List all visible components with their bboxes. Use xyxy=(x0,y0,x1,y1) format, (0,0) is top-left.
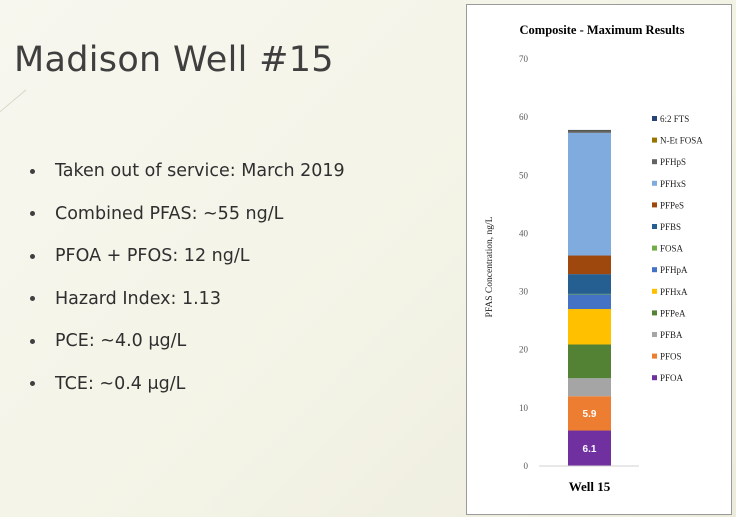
legend-label: PFOA xyxy=(660,373,684,383)
bar-segment-pfbs xyxy=(568,274,611,294)
bar-segment-pfpes xyxy=(568,255,611,275)
bar-segment-pfhpa xyxy=(568,294,611,310)
bullet-list: Taken out of service: March 2019 Combine… xyxy=(30,150,345,405)
bullet-item: PCE: ~4.0 μg/L xyxy=(30,320,345,363)
bullet-item: PFOA + PFOS: 12 ng/L xyxy=(30,235,345,278)
bar-segment-pfoa xyxy=(568,430,611,466)
bullet-dot-icon xyxy=(30,381,35,387)
y-tick-label: 50 xyxy=(519,170,529,180)
bar-segment-6-2-fts xyxy=(568,129,611,131)
legend-swatch xyxy=(652,180,657,186)
legend-label: PFHxS xyxy=(660,179,686,189)
bullet-text: PCE: ~4.0 μg/L xyxy=(55,331,187,352)
y-tick-label: 10 xyxy=(519,403,529,413)
bullet-dot-icon xyxy=(30,296,35,302)
legend-swatch xyxy=(652,332,657,337)
bar-stack: 6.1 5.9 xyxy=(568,129,611,466)
bar-segment-pfba xyxy=(568,378,611,397)
legend-label: PFBA xyxy=(660,330,683,340)
bullet-item: TCE: ~0.4 μg/L xyxy=(30,363,345,406)
decorative-line xyxy=(0,89,27,129)
legend-label: PFHpS xyxy=(660,157,686,167)
bar-segment-pfos xyxy=(568,396,611,431)
bar-segment-fosa xyxy=(568,293,611,295)
legend-swatch xyxy=(652,159,657,165)
legend-swatch xyxy=(652,288,657,294)
bullet-dot-icon xyxy=(30,338,35,344)
legend-label: PFPeA xyxy=(660,308,686,318)
legend-label: PFBS xyxy=(660,222,681,232)
y-tick-label: 30 xyxy=(519,287,529,297)
legend-swatch xyxy=(652,375,657,381)
chart-panel: Composite - Maximum Results PFAS Concent… xyxy=(466,4,732,515)
stacked-bar-chart: Composite - Maximum Results PFAS Concent… xyxy=(485,23,703,494)
x-category-label: Well 15 xyxy=(569,479,611,494)
bullet-dot-icon xyxy=(30,253,35,259)
bullet-item: Combined PFAS: ~55 ng/L xyxy=(30,193,345,236)
legend-swatch xyxy=(652,137,657,143)
legend: 6:2 FTS N-Et FOSA PFHpS PFHxS PFPeS PFBS FOSA P… xyxy=(652,114,703,383)
bullet-text: Taken out of service: March 2019 xyxy=(55,161,345,182)
legend-label: PFOS xyxy=(660,352,682,362)
bullet-item: Taken out of service: March 2019 xyxy=(30,150,345,193)
data-label: 6.1 xyxy=(583,444,597,455)
bullet-item: Hazard Index: 1.13 xyxy=(30,278,345,321)
bullet-text: Hazard Index: 1.13 xyxy=(55,288,221,309)
legend-swatch xyxy=(652,267,657,273)
legend-label: FOSA xyxy=(660,244,684,254)
bullet-dot-icon xyxy=(30,211,35,217)
y-tick-label: 0 xyxy=(524,461,529,471)
legend-swatch xyxy=(652,224,657,229)
slide-title: Madison Well #15 xyxy=(14,40,334,80)
bullet-text: Combined PFAS: ~55 ng/L xyxy=(55,203,284,224)
bar-segment-pfpea xyxy=(568,344,611,379)
bar-segment-pfhxs xyxy=(568,132,611,256)
bullet-text: PFOA + PFOS: 12 ng/L xyxy=(55,246,250,267)
legend-label: PFPeS xyxy=(660,200,684,210)
bar-segment-pfhps xyxy=(568,130,611,133)
y-axis-ticks: 0 10 20 30 40 50 60 70 xyxy=(519,54,529,471)
legend-swatch xyxy=(652,310,657,316)
y-axis-label: PFAS Concentration, ng/L xyxy=(485,216,495,317)
bullet-dot-icon xyxy=(30,168,35,174)
legend-label: 6:2 FTS xyxy=(660,114,689,124)
legend-swatch xyxy=(652,202,657,208)
data-label: 5.9 xyxy=(583,409,597,420)
legend-label: PFHpA xyxy=(660,265,688,275)
legend-label: N-Et FOSA xyxy=(660,136,703,146)
y-tick-label: 60 xyxy=(519,112,529,122)
y-tick-label: 40 xyxy=(519,228,529,238)
legend-swatch xyxy=(652,116,657,121)
y-tick-label: 70 xyxy=(519,54,529,64)
bullet-text: TCE: ~0.4 μg/L xyxy=(55,373,186,394)
legend-swatch xyxy=(652,353,657,359)
legend-label: PFHxA xyxy=(660,287,688,297)
y-tick-label: 20 xyxy=(519,345,529,355)
chart-title: Composite - Maximum Results xyxy=(520,23,685,37)
legend-swatch xyxy=(652,245,657,251)
bar-segment-pfhxa xyxy=(568,309,611,345)
